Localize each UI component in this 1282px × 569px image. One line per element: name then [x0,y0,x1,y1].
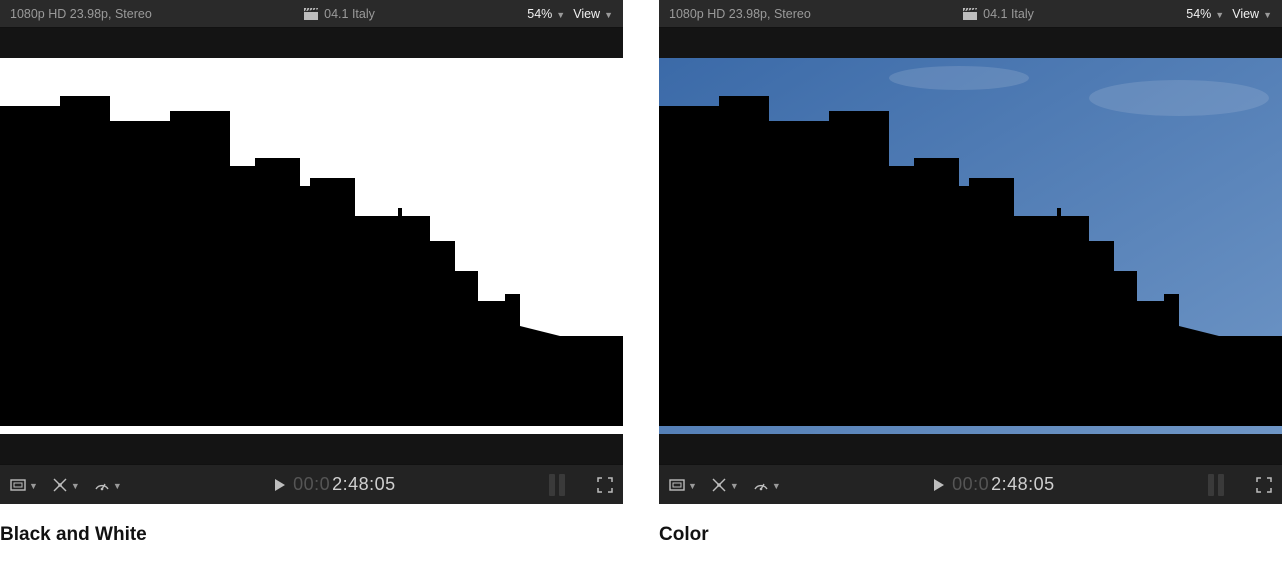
letterbox [659,434,1282,464]
chevron-down-icon: ▼ [772,481,781,491]
chevron-down-icon: ▼ [604,10,613,20]
transform-tool-dropdown[interactable]: ▼ [711,477,739,493]
timecode-value: 2:48:05 [332,474,396,495]
timecode-prefix: 00:0 [952,474,989,495]
chevron-down-icon: ▼ [29,481,38,491]
video-frame-bw [0,58,623,434]
play-button[interactable] [934,479,944,491]
view-label: View [573,7,600,21]
retime-dropdown[interactable]: ▼ [94,477,122,493]
letterbox [0,28,623,58]
chevron-down-icon: ▼ [556,10,565,20]
viewer-toolbar: ▼ ▼ ▼ 00:02:48:05 [659,464,1282,504]
transform-tool-dropdown[interactable]: ▼ [52,477,80,493]
clapper-icon [304,8,318,20]
chevron-down-icon: ▼ [71,481,80,491]
clip-name[interactable]: 04.1 Italy [304,7,375,21]
timecode-value: 2:48:05 [991,474,1055,495]
caption-left: Black and White [0,524,623,546]
clapper-icon [963,8,977,20]
view-dropdown[interactable]: View ▼ [1232,7,1272,21]
viewer-panel-left: 1080p HD 23.98p, Stereo 04.1 Italy 54% ▼… [0,0,623,504]
zoom-value: 54% [527,7,552,21]
clip-name[interactable]: 04.1 Italy [963,7,1034,21]
viewer-toolbar: ▼ ▼ ▼ 00:02:48:05 [0,464,623,504]
viewer-canvas[interactable] [0,28,623,464]
audio-meter [549,474,583,496]
viewer-header: 1080p HD 23.98p, Stereo 04.1 Italy 54% ▼… [659,0,1282,28]
viewer-canvas[interactable] [659,28,1282,464]
viewer-panel-right: 1080p HD 23.98p, Stereo 04.1 Italy 54% ▼… [659,0,1282,504]
caption-right: Color [659,524,1282,546]
chevron-down-icon: ▼ [730,481,739,491]
retime-dropdown[interactable]: ▼ [753,477,781,493]
play-button[interactable] [275,479,285,491]
viewer-header: 1080p HD 23.98p, Stereo 04.1 Italy 54% ▼… [0,0,623,28]
frame-tool-dropdown[interactable]: ▼ [669,477,697,493]
chevron-down-icon: ▼ [688,481,697,491]
view-dropdown[interactable]: View ▼ [573,7,613,21]
chevron-down-icon: ▼ [113,481,122,491]
view-label: View [1232,7,1259,21]
clip-name-label: 04.1 Italy [983,7,1034,21]
frame-tool-dropdown[interactable]: ▼ [10,477,38,493]
zoom-dropdown[interactable]: 54% ▼ [1186,7,1224,21]
transport-timecode: 00:02:48:05 [795,474,1194,495]
format-label: 1080p HD 23.98p, Stereo [10,7,152,21]
format-label: 1080p HD 23.98p, Stereo [669,7,811,21]
fullscreen-button[interactable] [1256,477,1272,493]
audio-meter [1208,474,1242,496]
zoom-dropdown[interactable]: 54% ▼ [527,7,565,21]
timecode-prefix: 00:0 [293,474,330,495]
video-frame-color [659,58,1282,434]
chevron-down-icon: ▼ [1263,10,1272,20]
chevron-down-icon: ▼ [1215,10,1224,20]
zoom-value: 54% [1186,7,1211,21]
transport-timecode: 00:02:48:05 [136,474,535,495]
letterbox [659,28,1282,58]
fullscreen-button[interactable] [597,477,613,493]
clip-name-label: 04.1 Italy [324,7,375,21]
letterbox [0,434,623,464]
